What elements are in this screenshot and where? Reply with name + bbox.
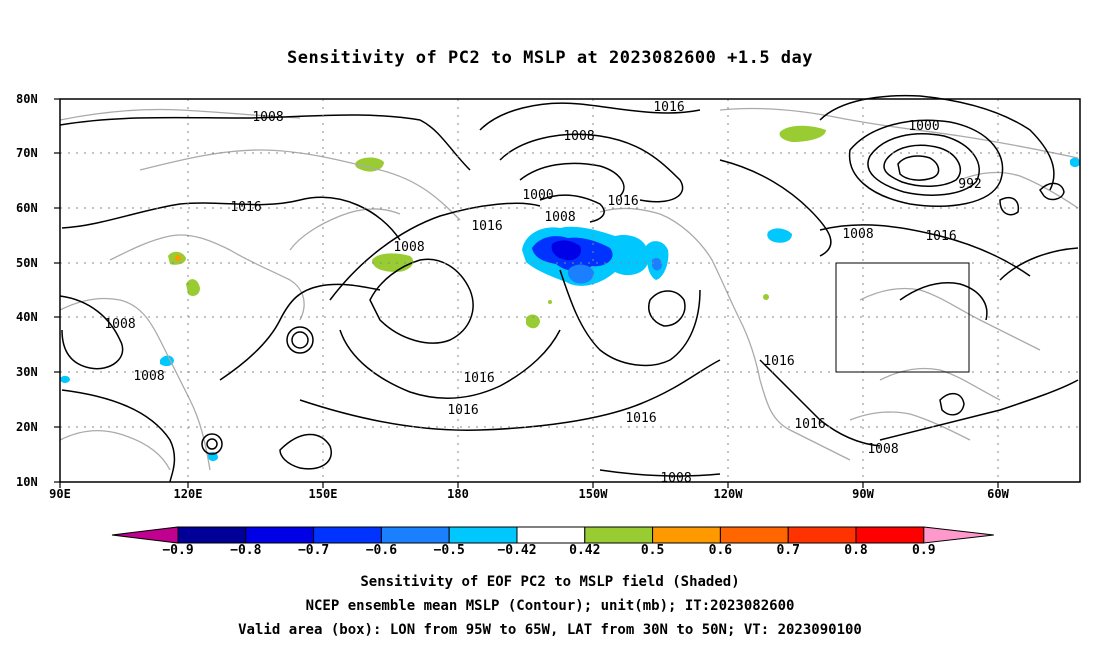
lat-tick-label: 80N — [16, 92, 38, 106]
positive-sensitivity-dot — [175, 255, 181, 261]
contour-label: 1016 — [607, 194, 638, 209]
lat-tick-label: 30N — [16, 365, 38, 379]
negative-sensitivity-small — [60, 375, 70, 383]
contour-label: 1008 — [544, 210, 575, 225]
lon-tick-label: 180 — [447, 487, 469, 501]
contour-label: 1008 — [133, 369, 164, 384]
contour-labels: 1008 1016 1016 1008 1000 1008 1016 1016 … — [104, 100, 981, 486]
positive-sensitivity-blob — [355, 157, 384, 172]
lat-tick-label: 20N — [16, 420, 38, 434]
contour-label: 1016 — [230, 200, 261, 215]
negative-sensitivity-small — [160, 355, 174, 367]
shading-layer — [60, 125, 1080, 461]
coastline-layer — [59, 107, 1079, 471]
positive-sensitivity-dot — [548, 300, 552, 304]
contour-label: 1008 — [867, 442, 898, 457]
lat-tick-label: 60N — [16, 201, 38, 215]
negative-sensitivity-core-2 — [551, 240, 582, 261]
lon-tick-label: 150W — [578, 487, 608, 501]
lat-tick-label: 10N — [16, 475, 38, 489]
contour-label: 1016 — [625, 411, 656, 426]
colorbar-tick-label: −0.9 — [162, 543, 194, 558]
colorbar-tick-label: −0.7 — [297, 543, 330, 558]
lon-tick-label: 120W — [713, 487, 743, 501]
lat-tick-label: 70N — [16, 146, 38, 160]
valid-area-box — [835, 262, 970, 373]
contour-label: 1008 — [660, 471, 691, 486]
lon-tick-label: 60W — [987, 487, 1009, 501]
caption-line-1: Sensitivity of EOF PC2 to MSLP field (Sh… — [360, 574, 740, 590]
colorbar-tick-label: 0.8 — [844, 543, 868, 558]
positive-sensitivity-dot — [763, 294, 769, 300]
colorbar-tick-label: 0.5 — [640, 543, 665, 558]
contour-label: 992 — [958, 177, 981, 192]
contour-layer — [59, 94, 1079, 483]
caption-line-2: NCEP ensemble mean MSLP (Contour); unit(… — [305, 598, 795, 614]
lon-tick-label: 90E — [49, 487, 71, 501]
lon-tick-label: 150E — [308, 487, 338, 501]
plot-title: Sensitivity of PC2 to MSLP at 2023082600… — [286, 48, 813, 68]
contour-label: 1016 — [463, 371, 494, 386]
colorbar-tick-label: −0.8 — [230, 543, 262, 558]
contour-label: 1016 — [471, 219, 502, 234]
lat-tick-label: 50N — [16, 256, 38, 270]
negative-sensitivity-small — [1070, 157, 1080, 167]
plot-frame — [59, 98, 1081, 483]
colorbar-tick-label: 0.42 — [569, 543, 601, 558]
contour-label: 1016 — [925, 229, 956, 244]
positive-sensitivity-blob — [186, 279, 200, 296]
negative-sensitivity-small — [767, 228, 792, 243]
colorbar-tick-label: 0.6 — [708, 543, 733, 558]
tick-marks — [54, 98, 999, 488]
contour-label: 1008 — [842, 227, 873, 242]
colorbar-tick-label: −0.42 — [497, 543, 537, 558]
contour-label: 1000 — [522, 188, 553, 203]
contour-label: 1016 — [763, 354, 794, 369]
contour-label: 1000 — [908, 119, 939, 134]
contour-label: 1008 — [563, 129, 594, 144]
colorbar-tick-label: −0.5 — [433, 543, 465, 558]
colorbar-tick-label: 0.7 — [776, 543, 800, 558]
contour-label: 1016 — [653, 100, 684, 115]
negative-sensitivity-east-core — [652, 258, 662, 271]
caption-line-3: Valid area (box): LON from 95W to 65W, L… — [238, 622, 862, 638]
positive-sensitivity-blob — [526, 314, 540, 329]
contour-label: 1008 — [252, 110, 283, 125]
positive-sensitivity-blob — [372, 253, 414, 272]
lon-tick-label: 90W — [852, 487, 874, 501]
negative-sensitivity-light — [567, 264, 594, 284]
contour-label: 1016 — [447, 403, 478, 418]
lon-tick-label: 120E — [173, 487, 203, 501]
contour-label: 1008 — [104, 317, 135, 332]
contour-label: 1008 — [393, 240, 424, 255]
colorbar-tick-label: 0.9 — [912, 543, 936, 558]
colorbar-tick-label: −0.6 — [365, 543, 398, 558]
positive-sensitivity-blob — [779, 125, 826, 142]
contour-label: 1016 — [794, 417, 825, 432]
lat-tick-label: 40N — [16, 310, 38, 324]
